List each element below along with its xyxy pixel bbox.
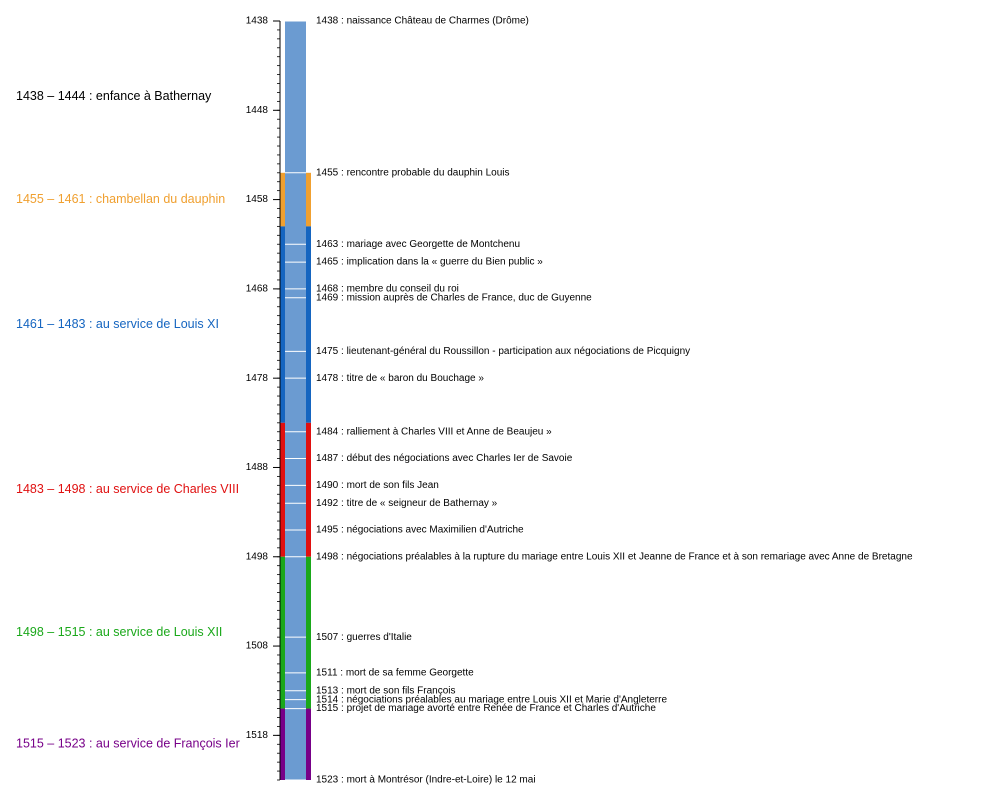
event-label: 1511 : mort de sa femme Georgette bbox=[316, 667, 474, 678]
period-strip bbox=[306, 226, 311, 423]
y-tick-label: 1508 bbox=[246, 641, 269, 652]
period-strip bbox=[306, 708, 311, 780]
event-label: 1465 : implication dans la « guerre du B… bbox=[316, 257, 543, 268]
period-label: 1461 – 1483 : au service de Louis XI bbox=[16, 317, 219, 331]
period-strip bbox=[280, 556, 285, 709]
event-label: 1484 : ralliement à Charles VIII et Anne… bbox=[316, 426, 552, 437]
y-tick-label: 1478 bbox=[246, 373, 269, 384]
event-label: 1455 : rencontre probable du dauphin Lou… bbox=[316, 167, 509, 178]
event-label: 1490 : mort de son fils Jean bbox=[316, 480, 439, 491]
period-label: 1498 – 1515 : au service de Louis XII bbox=[16, 625, 222, 639]
period-strip bbox=[306, 422, 311, 557]
y-tick-label: 1518 bbox=[246, 730, 269, 741]
period-strip bbox=[280, 708, 285, 780]
period-label: 1515 – 1523 : au service de François Ier bbox=[16, 737, 240, 751]
event-label: 1515 : projet de mariage avorté entre Re… bbox=[316, 703, 656, 714]
event-label: 1438 : naissance Château de Charmes (Drô… bbox=[316, 16, 529, 27]
timeline-bar bbox=[285, 21, 306, 780]
event-label: 1487 : début des négociations avec Charl… bbox=[316, 453, 573, 464]
period-strip bbox=[306, 172, 311, 227]
event-label: 1507 : guerres d'Italie bbox=[316, 632, 412, 643]
event-label: 1498 : négociations préalables à la rupt… bbox=[316, 551, 913, 562]
period-strip bbox=[280, 172, 285, 227]
period-label: 1483 – 1498 : au service de Charles VIII bbox=[16, 482, 239, 496]
event-label: 1469 : mission auprès de Charles de Fran… bbox=[316, 292, 592, 303]
period-strip bbox=[306, 556, 311, 709]
event-label: 1495 : négociations avec Maximilien d'Au… bbox=[316, 525, 524, 536]
y-tick-label: 1498 bbox=[246, 551, 269, 562]
event-label: 1523 : mort à Montrésor (Indre-et-Loire)… bbox=[316, 775, 536, 786]
event-label: 1468 : membre du conseil du roi bbox=[316, 284, 459, 295]
period-label: 1438 – 1444 : enfance à Bathernay bbox=[16, 89, 212, 103]
event-label: 1492 : titre de « seigneur de Bathernay … bbox=[316, 498, 498, 509]
event-label: 1463 : mariage avec Georgette de Montche… bbox=[316, 239, 520, 250]
y-tick-label: 1468 bbox=[246, 284, 269, 295]
y-tick-label: 1458 bbox=[246, 194, 269, 205]
event-label: 1514 : négociations préalables au mariag… bbox=[316, 694, 667, 705]
y-tick-label: 1448 bbox=[246, 105, 269, 116]
period-strip bbox=[280, 226, 285, 423]
y-tick-label: 1438 bbox=[246, 16, 269, 27]
y-tick-label: 1488 bbox=[246, 462, 269, 473]
period-label: 1455 – 1461 : chambellan du dauphin bbox=[16, 192, 225, 206]
event-label: 1513 : mort de son fils François bbox=[316, 685, 456, 696]
event-label: 1478 : titre de « baron du Bouchage » bbox=[316, 373, 484, 384]
period-strip bbox=[280, 422, 285, 557]
event-label: 1475 : lieutenant-général du Roussillon … bbox=[316, 346, 690, 357]
